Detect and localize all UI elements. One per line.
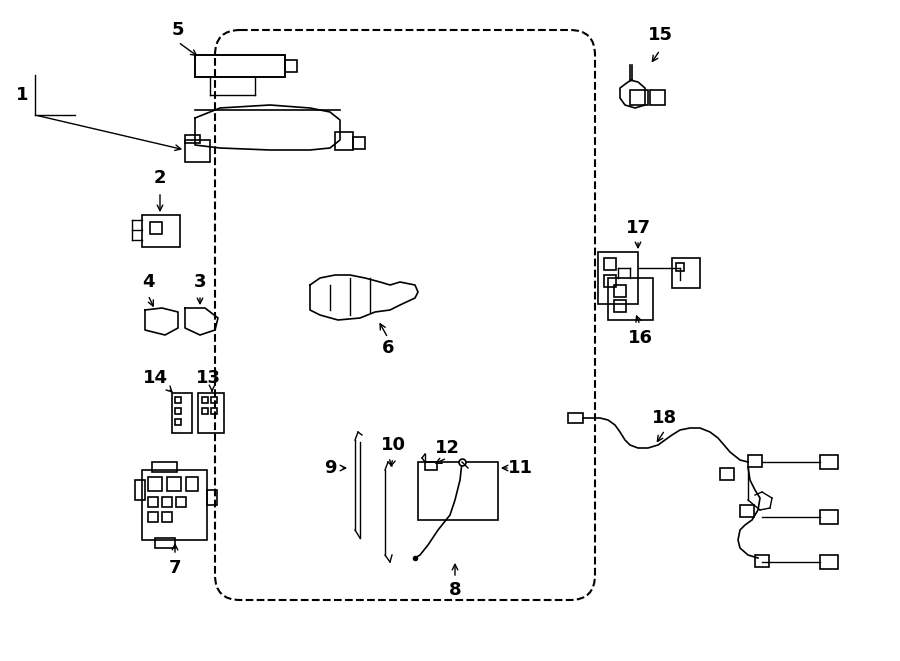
Bar (614, 300, 626, 312)
Bar (172, 393, 192, 433)
Bar (740, 505, 754, 517)
Text: 7: 7 (169, 559, 181, 577)
Text: 17: 17 (626, 219, 651, 237)
Bar (175, 419, 181, 425)
Bar (604, 258, 616, 270)
Bar (142, 470, 207, 540)
Bar (820, 510, 838, 524)
Text: 3: 3 (194, 273, 206, 291)
Bar (608, 278, 653, 320)
Bar (335, 132, 353, 150)
Bar (425, 462, 437, 470)
Bar (186, 477, 198, 491)
Bar (148, 512, 158, 522)
Bar (202, 397, 208, 403)
Text: 2: 2 (154, 169, 166, 187)
Text: 1: 1 (16, 86, 28, 104)
Bar (207, 490, 217, 505)
Bar (142, 215, 180, 247)
Bar (672, 258, 700, 288)
Text: 5: 5 (172, 21, 184, 39)
Text: 8: 8 (449, 581, 462, 599)
Bar (418, 462, 498, 520)
Text: 14: 14 (142, 369, 167, 387)
Bar (162, 512, 172, 522)
Bar (195, 55, 285, 77)
Bar (755, 555, 769, 567)
Bar (720, 468, 734, 480)
Bar (820, 555, 838, 569)
Bar (152, 462, 177, 472)
Bar (820, 455, 838, 469)
Bar (150, 222, 162, 234)
Text: 18: 18 (652, 409, 678, 427)
Bar (195, 55, 285, 77)
Text: 12: 12 (435, 439, 460, 457)
Bar (202, 408, 208, 414)
Bar (176, 497, 186, 507)
Text: 10: 10 (381, 436, 406, 454)
Text: 15: 15 (647, 26, 672, 44)
Bar (135, 480, 145, 500)
Bar (748, 455, 762, 467)
Text: 6: 6 (382, 339, 394, 357)
Bar (185, 140, 210, 162)
Text: 13: 13 (195, 369, 220, 387)
Bar (614, 285, 626, 297)
Bar (285, 60, 297, 72)
Bar (353, 137, 365, 149)
Bar (162, 497, 172, 507)
Bar (148, 497, 158, 507)
Bar (676, 263, 684, 271)
Bar (175, 397, 181, 403)
Bar (604, 275, 616, 287)
Text: 4: 4 (142, 273, 154, 291)
Text: 16: 16 (627, 329, 652, 347)
Bar (630, 90, 648, 105)
Bar (185, 135, 200, 143)
Bar (650, 90, 665, 105)
Bar (175, 408, 181, 414)
Text: 11: 11 (508, 459, 533, 477)
Bar (211, 408, 217, 414)
Bar (155, 538, 175, 548)
Bar (568, 413, 583, 423)
Bar (598, 252, 638, 304)
Bar (211, 397, 217, 403)
Text: 9: 9 (324, 459, 337, 477)
Bar (148, 477, 162, 491)
Bar (167, 477, 181, 491)
Bar (198, 393, 224, 433)
